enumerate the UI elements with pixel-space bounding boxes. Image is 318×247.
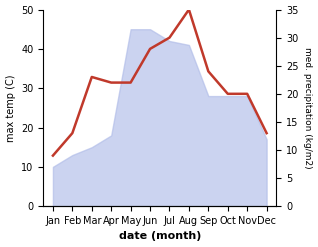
Y-axis label: med. precipitation (kg/m2): med. precipitation (kg/m2) <box>303 47 313 169</box>
Y-axis label: max temp (C): max temp (C) <box>5 74 16 142</box>
X-axis label: date (month): date (month) <box>119 231 201 242</box>
